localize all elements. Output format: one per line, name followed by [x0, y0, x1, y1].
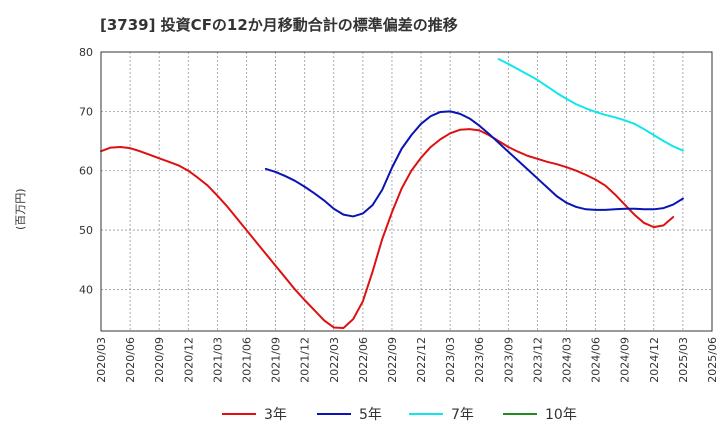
x-tick-label: 2022/09 [386, 337, 399, 383]
x-tick-label: 2025/06 [706, 337, 719, 383]
x-tick-label: 2024/09 [619, 337, 632, 383]
x-tick-label: 2024/06 [590, 337, 603, 383]
y-tick-label: 40 [79, 283, 93, 296]
x-tick-label: 2021/03 [211, 337, 224, 383]
x-tick-label: 2025/03 [677, 337, 690, 383]
x-tick-label: 2021/06 [240, 337, 253, 383]
series-line-2 [264, 110, 684, 218]
y-axis-ticks: 40 50 60 70 80 [79, 46, 93, 296]
x-axis-ticks: 2020/03 2020/06 2020/09 2020/12 2021/03 2021/… [95, 337, 719, 383]
x-tick-label: 2020/03 [95, 337, 108, 383]
x-tick-label: 2022/12 [415, 337, 428, 383]
legend: 3年 5年 7年 10年 [222, 407, 577, 423]
x-tick-label: 2023/09 [502, 337, 515, 383]
series-line-3 [497, 58, 684, 152]
x-tick-label: 2022/06 [357, 337, 370, 383]
series-line-1 [100, 128, 675, 330]
x-tick-label: 2022/03 [328, 337, 341, 383]
x-tick-label: 2024/12 [648, 337, 661, 383]
x-tick-label: 2023/06 [473, 337, 486, 383]
y-tick-label: 80 [79, 46, 93, 59]
chart-title: [3739] 投資CFの12か月移動合計の標準偏差の推移 [100, 16, 458, 34]
x-tick-label: 2021/09 [270, 337, 283, 383]
x-tick-label: 2023/12 [531, 337, 544, 383]
x-tick-label: 2020/09 [153, 337, 166, 383]
y-tick-label: 50 [79, 224, 93, 237]
x-tick-label: 2020/06 [124, 337, 137, 383]
plot-area [101, 52, 712, 331]
plot-frame [100, 51, 713, 332]
legend-label-1: 3年 [264, 407, 287, 423]
series-lines [100, 58, 684, 330]
legend-label-3: 7年 [451, 407, 474, 423]
y-tick-label: 70 [79, 105, 93, 118]
x-tick-label: 2024/03 [561, 337, 574, 383]
x-tick-label: 2020/12 [182, 337, 195, 383]
x-tick-label: 2021/12 [299, 337, 312, 383]
legend-label-2: 5年 [359, 407, 382, 423]
legend-label-4: 10年 [545, 407, 577, 423]
x-tick-label: 2023/03 [444, 337, 457, 383]
y-tick-label: 60 [79, 165, 93, 178]
